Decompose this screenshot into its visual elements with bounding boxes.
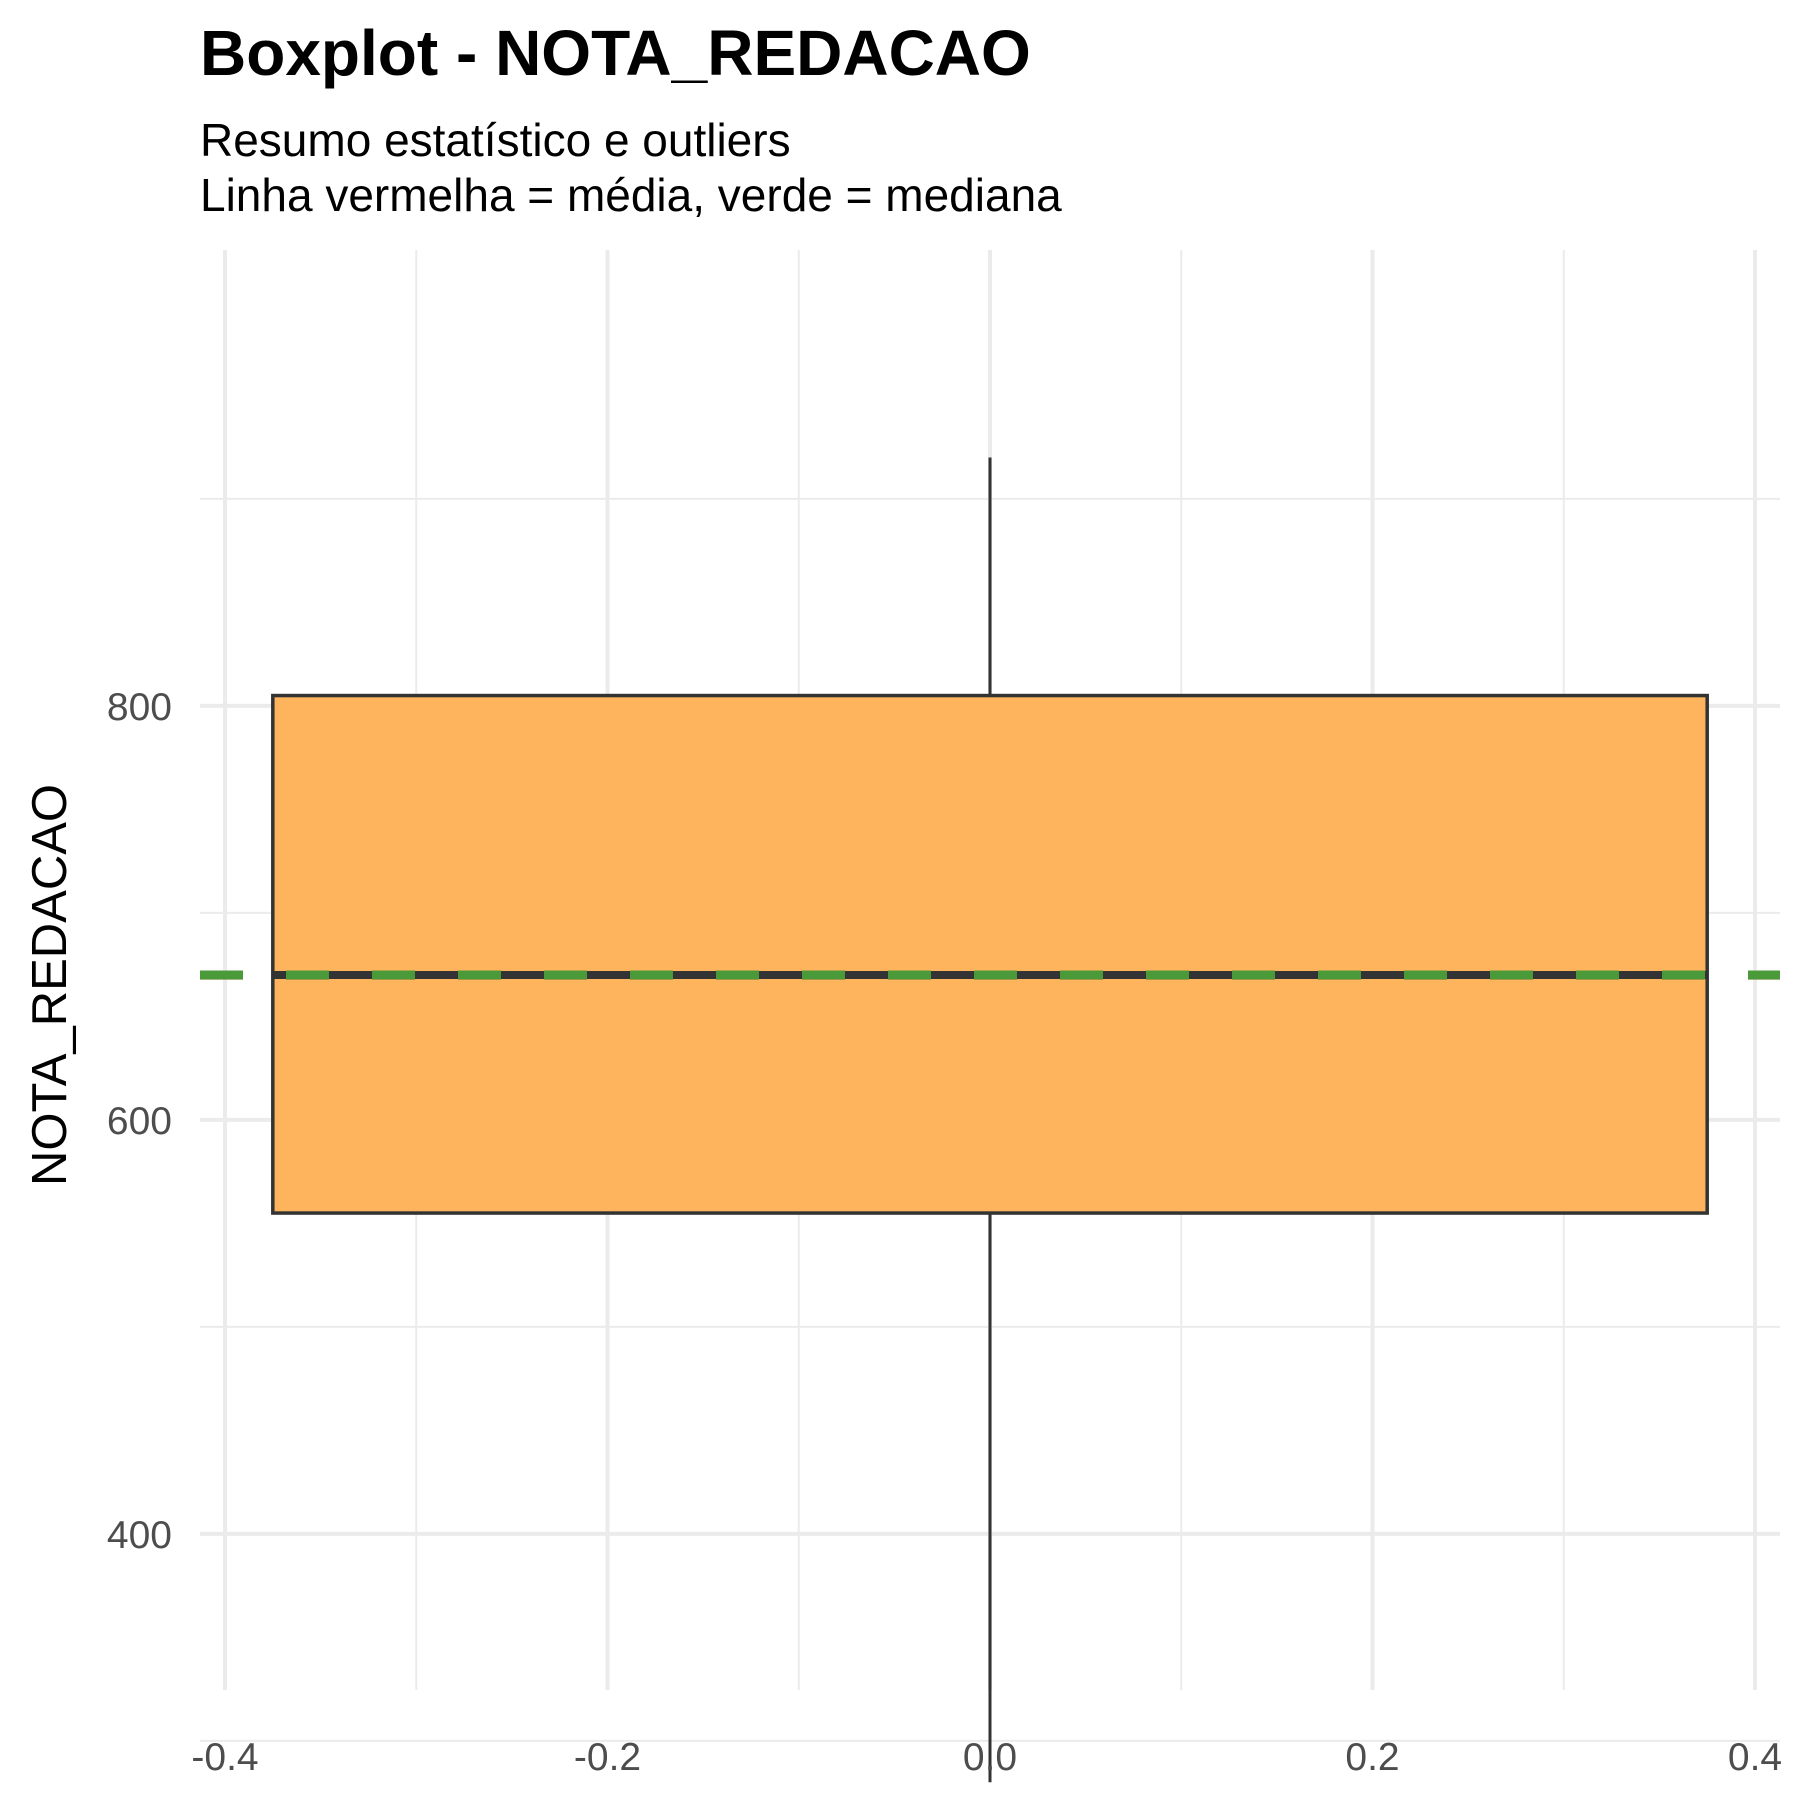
x-axis-ticks: -0.4 -0.2 0.0 0.2 0.4 [191, 1736, 1782, 1779]
y-axis-ticks: 400 600 800 [107, 686, 172, 1557]
chart-title: Boxplot - NOTA_REDACAO [200, 17, 1031, 89]
box-layer [271, 457, 1709, 1783]
x-tick-label: 0.4 [1728, 1736, 1782, 1779]
reference-lines [200, 970, 1780, 980]
y-tick-label: 400 [107, 1514, 172, 1557]
y-tick-label: 600 [107, 1100, 172, 1143]
x-tick-label: -0.4 [191, 1736, 258, 1779]
y-axis-title: NOTA_REDACAO [23, 784, 77, 1186]
iqr-box [271, 693, 1709, 1215]
x-tick-label: 0.2 [1345, 1736, 1399, 1779]
chart-subtitle-line-1: Resumo estatístico e outliers [200, 114, 791, 166]
x-tick-label: 0.0 [963, 1736, 1017, 1779]
x-tick-label: -0.2 [574, 1736, 641, 1779]
y-tick-label: 800 [107, 686, 172, 729]
chart-subtitle-line-2: Linha vermelha = média, verde = mediana [200, 169, 1062, 221]
